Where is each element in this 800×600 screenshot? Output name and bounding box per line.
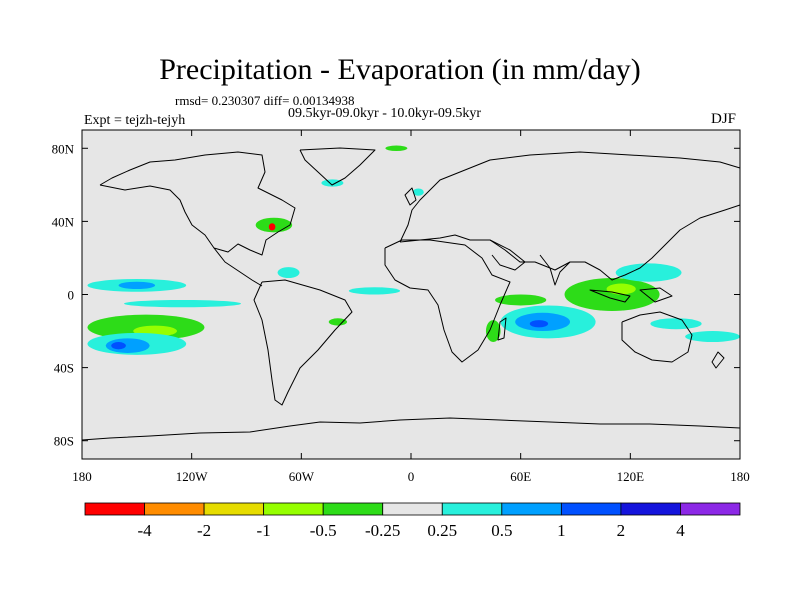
x-tick-label: 60W	[289, 469, 315, 484]
anomaly-south-pacific-blue	[105, 338, 150, 353]
anomaly-south-atlantic-green	[328, 318, 348, 326]
plot-title: Precipitation - Evaporation (in mm/day)	[159, 53, 641, 86]
y-tick-label: 40S	[54, 361, 74, 376]
colorbar-label: 2	[617, 521, 626, 540]
anomaly-maritime-continent-core	[606, 283, 636, 295]
colorbar-swatch	[620, 502, 681, 516]
colorbar-swatch	[144, 502, 205, 516]
rmsd-diff-stats: rmsd= 0.230307 diff= 0.00134938	[175, 93, 355, 108]
colorbar-label: 0.5	[491, 521, 512, 540]
x-tick-label: 60E	[510, 469, 531, 484]
coast-central-america	[213, 247, 263, 287]
anomaly-gulf-stream-hotspot	[268, 223, 276, 231]
axis-ticks: 180 120W 60W 0 60E 120E 180 80N 40N 0 40S 80S	[52, 130, 750, 484]
anomaly-north-sea-cyan	[412, 188, 424, 196]
coast-arabia-india	[489, 239, 571, 286]
coastlines	[81, 147, 741, 441]
colorbar-label: 0.25	[427, 521, 457, 540]
x-tick-label: 180	[730, 469, 750, 484]
anomaly-caribbean-cyan	[277, 267, 300, 279]
colorbar-label: 4	[676, 521, 685, 540]
y-tick-label: 80S	[54, 434, 74, 449]
season-label: DJF	[711, 111, 737, 127]
colorbar-swatch	[560, 502, 622, 516]
coast-antarctica	[81, 417, 741, 441]
coast-indonesia	[589, 287, 673, 303]
colorbar: -4 -2 -1 -0.5 -0.25 0.25 0.5 1 2 4	[84, 502, 741, 540]
x-tick-label: 180	[72, 469, 92, 484]
anomaly-maritime-continent	[564, 278, 660, 311]
colorbar-label: 1	[557, 521, 566, 540]
anomaly-australia-south-cyan	[650, 318, 702, 330]
anomaly-equatorial-atlantic-cyan	[348, 287, 401, 295]
coast-british-isles	[404, 187, 417, 206]
anomaly-fields	[87, 145, 740, 355]
x-tick-label: 120E	[617, 469, 645, 484]
coast-south-america	[253, 279, 353, 406]
coast-australia	[621, 311, 693, 363]
colorbar-swatch	[203, 502, 265, 516]
coast-madagascar	[497, 317, 507, 341]
coast-africa	[384, 239, 511, 363]
colorbar-label: -1	[257, 521, 271, 540]
coast-eurasia	[399, 151, 741, 281]
colorbar-swatch	[382, 502, 443, 516]
colorbar-label: -0.5	[310, 521, 337, 540]
colorbar-swatch	[263, 502, 324, 516]
colorbar-label: -4	[137, 521, 152, 540]
y-tick-label: 0	[68, 288, 75, 303]
anomaly-tropical-pacific-blue	[118, 281, 156, 290]
experiment-label: Expt = tejzh-tejyh	[84, 113, 186, 128]
anomaly-arabian-sea-green	[495, 294, 547, 306]
y-tick-label: 40N	[52, 214, 75, 229]
colorbar-label: -0.25	[365, 521, 400, 540]
anomaly-mozambique-green	[485, 320, 501, 343]
anomaly-south-pacific-deep	[111, 342, 126, 350]
anomaly-arctic-green	[385, 145, 408, 152]
colorbar-swatch	[84, 502, 145, 516]
colorbar-swatch	[441, 502, 503, 516]
anomaly-greenland-south-cyan	[321, 179, 344, 187]
coast-north-america	[99, 151, 296, 256]
anomaly-west-pacific-cyan	[615, 263, 682, 282]
anomaly-central-pacific-cyan	[124, 299, 242, 308]
colorbar-label: -2	[197, 521, 211, 540]
coast-new-zealand	[711, 351, 725, 369]
anomaly-indian-ocean-deep	[529, 320, 549, 328]
x-tick-label: 0	[408, 469, 415, 484]
colorbar-swatch	[501, 502, 562, 516]
colorbar-swatch	[322, 502, 384, 516]
period-label: 09.5kyr-09.0kyr - 10.0kyr-09.5kyr	[288, 106, 482, 121]
coast-greenland	[299, 147, 376, 186]
colorbar-swatch	[680, 502, 741, 516]
x-tick-label: 120W	[176, 469, 209, 484]
y-tick-label: 80N	[52, 141, 75, 156]
anomaly-south-pacific-east-cyan	[685, 331, 740, 343]
